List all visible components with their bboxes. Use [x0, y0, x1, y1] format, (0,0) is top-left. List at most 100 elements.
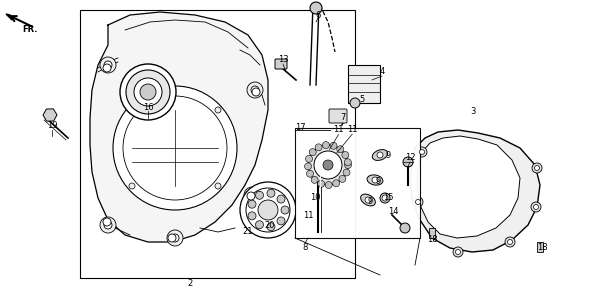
Polygon shape	[6, 14, 12, 20]
Circle shape	[532, 163, 542, 173]
Circle shape	[342, 151, 349, 159]
Circle shape	[171, 234, 179, 242]
Bar	[429, 228, 435, 238]
Text: FR.: FR.	[22, 25, 38, 34]
Circle shape	[533, 204, 539, 209]
Circle shape	[322, 141, 329, 149]
Ellipse shape	[360, 194, 375, 206]
Text: 11: 11	[347, 126, 358, 135]
Polygon shape	[410, 130, 540, 252]
Circle shape	[246, 188, 290, 232]
Text: 11: 11	[333, 126, 343, 135]
Text: 18: 18	[427, 235, 437, 244]
Circle shape	[455, 250, 461, 255]
Text: 18: 18	[537, 244, 548, 253]
Bar	[132, 110, 218, 186]
Circle shape	[400, 223, 410, 233]
Circle shape	[413, 197, 423, 207]
Circle shape	[535, 166, 539, 170]
Circle shape	[323, 160, 333, 170]
Circle shape	[307, 170, 313, 177]
Circle shape	[277, 217, 285, 225]
Text: 10: 10	[310, 193, 320, 201]
Circle shape	[248, 212, 256, 220]
Circle shape	[247, 82, 263, 98]
Text: 8: 8	[302, 243, 308, 252]
Circle shape	[120, 64, 176, 120]
Circle shape	[337, 146, 344, 153]
Circle shape	[277, 195, 285, 203]
Text: 13: 13	[278, 55, 289, 64]
Text: 15: 15	[383, 193, 394, 201]
Circle shape	[281, 206, 289, 214]
FancyBboxPatch shape	[275, 59, 287, 69]
Circle shape	[252, 88, 260, 96]
Text: 2: 2	[188, 278, 192, 287]
Circle shape	[304, 163, 312, 170]
Circle shape	[507, 240, 513, 244]
Circle shape	[129, 183, 135, 189]
Circle shape	[308, 145, 348, 185]
Text: 19: 19	[47, 122, 57, 131]
Text: 17: 17	[294, 123, 305, 132]
Circle shape	[126, 70, 170, 114]
Circle shape	[339, 175, 346, 182]
Text: 6: 6	[315, 11, 321, 20]
Circle shape	[104, 221, 112, 229]
Circle shape	[258, 200, 278, 220]
Text: 11: 11	[303, 210, 313, 219]
Polygon shape	[90, 12, 268, 242]
Text: 9: 9	[375, 178, 381, 187]
Circle shape	[453, 247, 463, 257]
Circle shape	[311, 176, 318, 183]
Circle shape	[251, 86, 259, 94]
Circle shape	[382, 195, 388, 201]
Circle shape	[417, 147, 427, 157]
Circle shape	[310, 2, 322, 14]
Circle shape	[317, 180, 324, 187]
Text: 21: 21	[242, 228, 253, 237]
Text: 16: 16	[143, 103, 153, 111]
Polygon shape	[417, 136, 520, 238]
Circle shape	[505, 237, 515, 247]
Circle shape	[365, 197, 371, 203]
Circle shape	[134, 78, 162, 106]
Text: 3: 3	[470, 107, 476, 116]
Circle shape	[267, 189, 275, 197]
Circle shape	[100, 217, 116, 233]
Ellipse shape	[367, 175, 383, 185]
Text: 20: 20	[265, 221, 276, 229]
Bar	[348, 65, 380, 103]
Circle shape	[350, 98, 360, 108]
Circle shape	[123, 96, 227, 200]
Circle shape	[403, 157, 413, 167]
Circle shape	[306, 155, 313, 162]
Text: 7: 7	[340, 113, 346, 122]
Text: 4: 4	[379, 67, 385, 76]
Text: 12: 12	[405, 154, 415, 163]
Circle shape	[129, 107, 135, 113]
Text: 5: 5	[359, 95, 365, 104]
Ellipse shape	[372, 150, 388, 160]
Text: 9: 9	[368, 197, 373, 206]
Circle shape	[315, 144, 322, 151]
Circle shape	[100, 57, 116, 73]
Circle shape	[103, 64, 111, 72]
Circle shape	[255, 221, 264, 229]
Text: 14: 14	[388, 207, 398, 216]
Circle shape	[247, 192, 255, 200]
Circle shape	[314, 151, 342, 179]
Circle shape	[167, 230, 183, 246]
Circle shape	[255, 191, 264, 199]
Circle shape	[215, 107, 221, 113]
Circle shape	[113, 86, 237, 210]
Bar	[295, 128, 420, 238]
Circle shape	[309, 149, 316, 156]
Circle shape	[140, 84, 156, 100]
FancyBboxPatch shape	[329, 109, 347, 123]
Circle shape	[345, 159, 351, 166]
Bar	[80, 10, 355, 278]
Circle shape	[377, 152, 383, 158]
Circle shape	[248, 200, 256, 208]
Circle shape	[325, 182, 332, 188]
